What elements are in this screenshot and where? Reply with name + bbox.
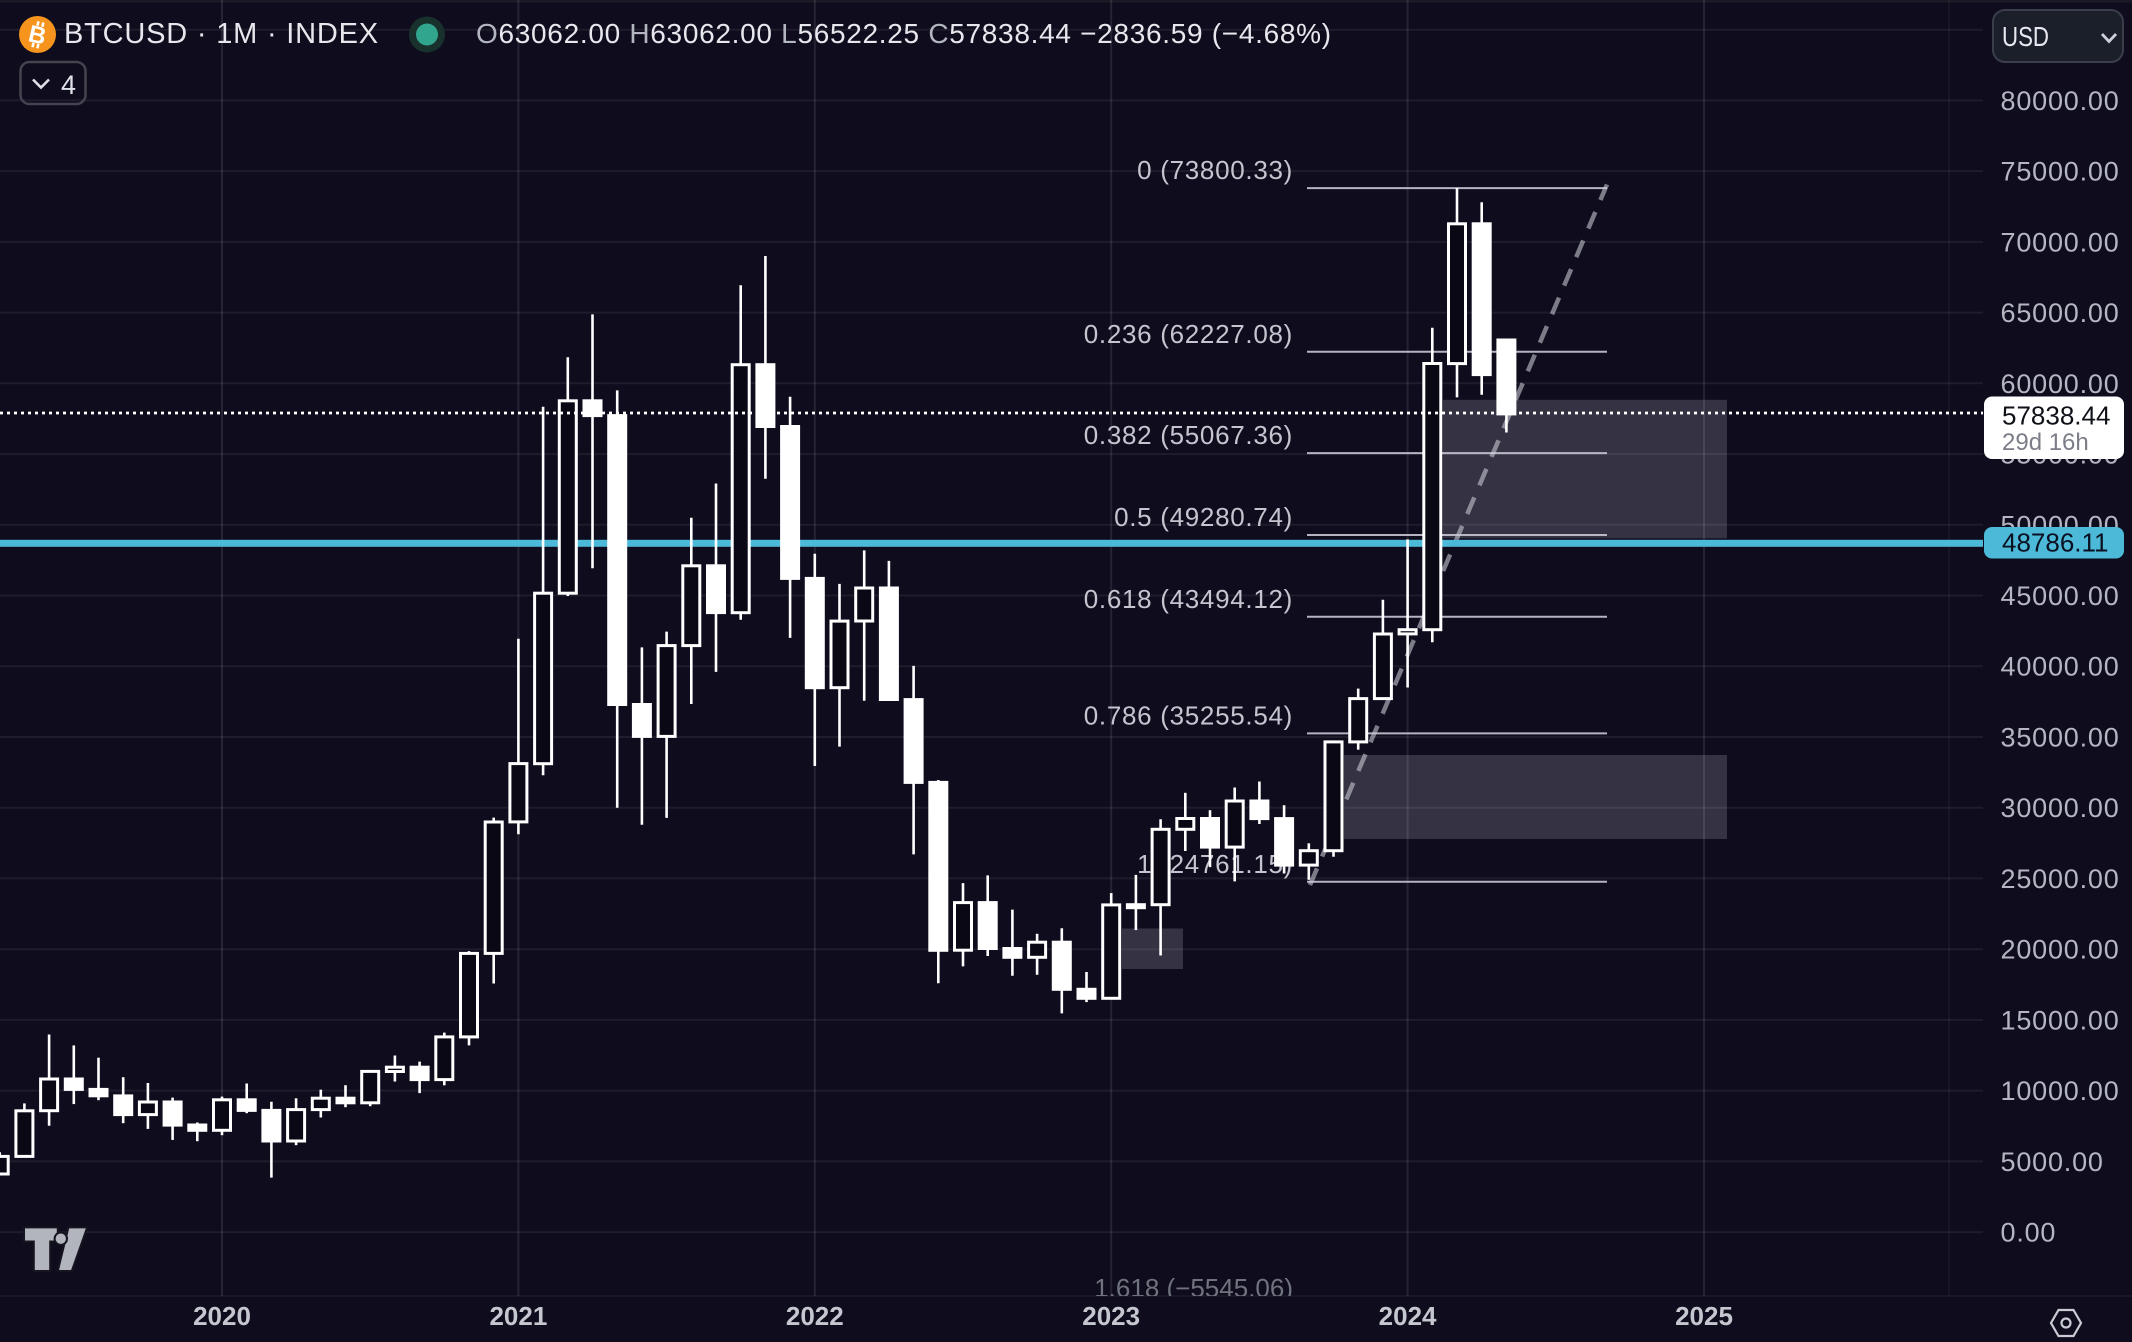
svg-text:B: B [26, 20, 49, 50]
svg-text:O63062.00 H63062.00 L56522.25: O63062.00 H63062.00 L56522.25 C57838.44 … [476, 18, 1332, 49]
svg-text:0.00: 0.00 [2001, 1218, 2057, 1248]
svg-text:20000.00: 20000.00 [2001, 935, 2120, 965]
svg-text:5000.00: 5000.00 [2001, 1147, 2104, 1177]
svg-text:45000.00: 45000.00 [2001, 581, 2120, 611]
svg-text:80000.00: 80000.00 [2001, 86, 2120, 116]
svg-text:35000.00: 35000.00 [2001, 723, 2120, 753]
svg-text:0.236 (62227.08): 0.236 (62227.08) [1084, 319, 1293, 349]
svg-text:70000.00: 70000.00 [2001, 227, 2120, 257]
svg-text:0.382 (55067.36): 0.382 (55067.36) [1084, 420, 1293, 450]
svg-text:2024: 2024 [1379, 1301, 1437, 1331]
svg-text:60000.00: 60000.00 [2001, 369, 2120, 399]
svg-text:2022: 2022 [786, 1301, 844, 1331]
svg-text:4: 4 [61, 70, 76, 100]
svg-text:30000.00: 30000.00 [2001, 793, 2120, 823]
svg-text:2023: 2023 [1082, 1301, 1140, 1331]
svg-text:57838.44: 57838.44 [2002, 401, 2110, 431]
svg-text:0 (73800.33): 0 (73800.33) [1137, 155, 1293, 185]
svg-text:65000.00: 65000.00 [2001, 298, 2120, 328]
svg-text:1.618 (−5545.06): 1.618 (−5545.06) [1094, 1273, 1293, 1303]
svg-text:40000.00: 40000.00 [2001, 652, 2120, 682]
svg-text:10000.00: 10000.00 [2001, 1076, 2120, 1106]
svg-text:0.618 (43494.12): 0.618 (43494.12) [1084, 584, 1293, 614]
svg-text:25000.00: 25000.00 [2001, 864, 2120, 894]
svg-text:2021: 2021 [489, 1301, 547, 1331]
svg-text:75000.00: 75000.00 [2001, 157, 2120, 187]
svg-text:2020: 2020 [193, 1301, 251, 1331]
svg-text:29d 16h: 29d 16h [2002, 429, 2089, 456]
svg-text:0.5 (49280.74): 0.5 (49280.74) [1114, 502, 1293, 532]
svg-text:0.786 (35255.54): 0.786 (35255.54) [1084, 700, 1293, 730]
svg-text:15000.00: 15000.00 [2001, 1005, 2120, 1035]
svg-text:48786.11: 48786.11 [2002, 528, 2109, 558]
svg-text:2025: 2025 [1675, 1301, 1733, 1331]
svg-text:USD: USD [2002, 21, 2049, 52]
svg-text:BTCUSD · 1M · INDEX: BTCUSD · 1M · INDEX [64, 18, 379, 50]
